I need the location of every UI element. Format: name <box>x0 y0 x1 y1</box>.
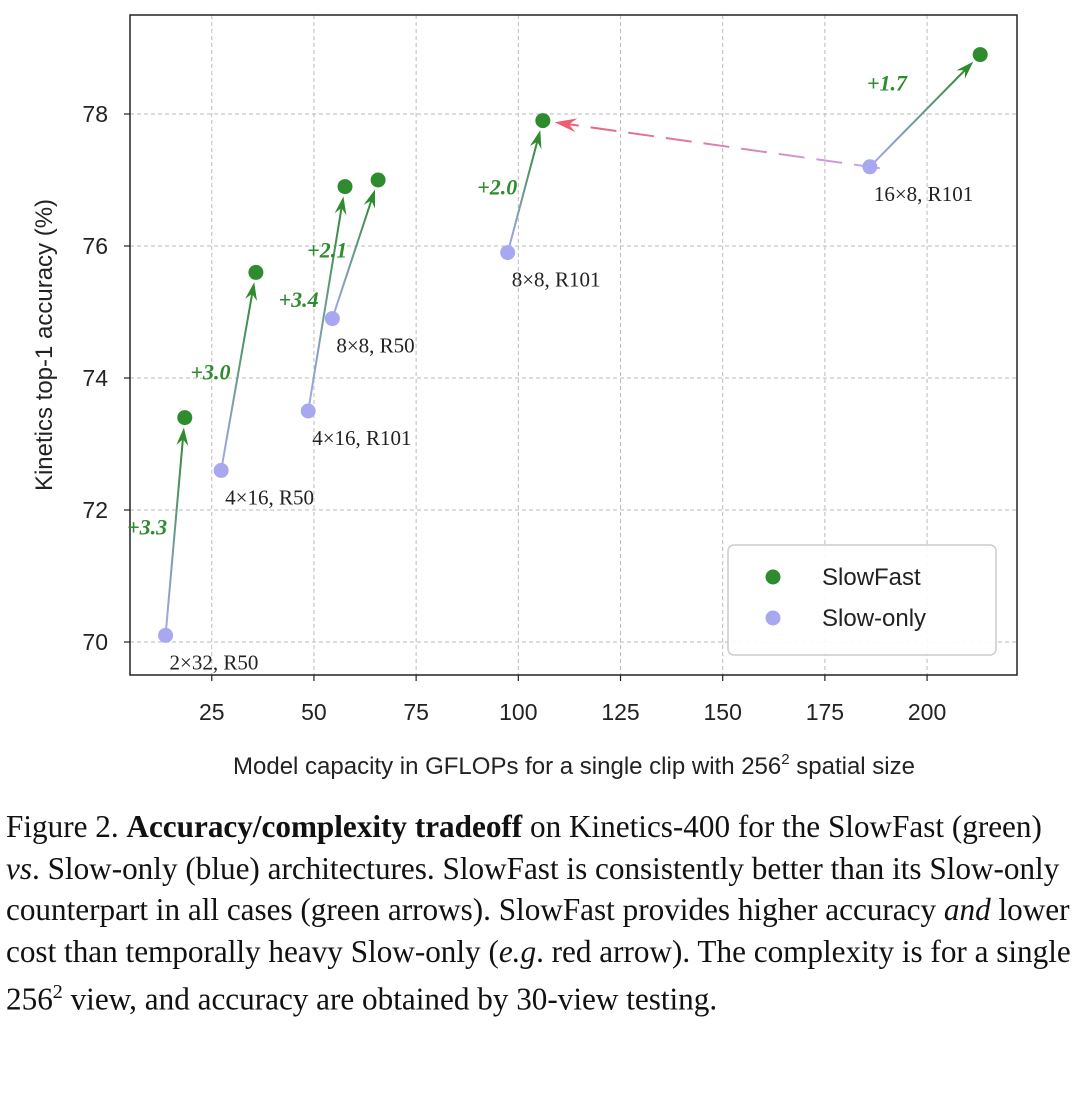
point-labels: 2×32, R50 4×16, R50 4×16, R101 8×8, R50 8×8,… <box>127 71 973 675</box>
y-tick-label: 74 <box>82 365 108 391</box>
gain-arrow-shaft <box>220 287 255 471</box>
slowfast-point <box>337 179 353 195</box>
gain-label: +3.3 <box>127 515 167 540</box>
x-tick-label: 50 <box>301 699 327 725</box>
slowfast-point <box>248 264 264 280</box>
slow-only-point-label: 8×8, R50 <box>336 334 414 358</box>
legend: SlowFast Slow-only <box>727 544 997 656</box>
gain-label: +3.4 <box>279 287 319 312</box>
gain-arrow-head <box>334 196 347 216</box>
gain-arrow-head <box>176 427 189 446</box>
x-tick-label: 200 <box>908 699 946 725</box>
y-tick-label: 72 <box>82 497 108 523</box>
legend-marker-slow-only <box>765 610 781 626</box>
gain-label: +2.1 <box>307 237 347 262</box>
slowfast-point <box>177 410 193 426</box>
slow-only-point-label: 16×8, R101 <box>874 182 973 206</box>
axis-ticks: 25 50 75 100 125 150 175 200 70 72 74 76 78 <box>82 101 946 725</box>
caption-eg: e.g <box>498 933 537 969</box>
slow-only-point-label: 2×32, R50 <box>170 650 259 674</box>
gain-label: +1.7 <box>867 71 908 96</box>
red-arrow-head <box>554 118 578 133</box>
gain-arrow-shaft <box>869 65 970 168</box>
slow-only-point <box>862 159 878 175</box>
slow-only-point-label: 4×16, R101 <box>312 426 411 450</box>
slowfast-point <box>972 47 988 63</box>
figure-caption: Figure 2. Accuracy/complexity tradeoff o… <box>6 806 1076 1020</box>
slow-only-point-label: 8×8, R101 <box>512 268 601 292</box>
y-tick-label: 78 <box>82 101 108 127</box>
caption-title: Accuracy/complexity tradeoff <box>126 809 523 844</box>
slow-only-point <box>324 311 340 327</box>
gain-arrow-shaft <box>307 202 344 412</box>
legend-marker-slowfast <box>765 569 781 585</box>
y-tick-label: 76 <box>82 233 108 259</box>
caption-and: and <box>943 892 991 927</box>
caption-text-4: . red arrow). The complexity is for a si… <box>6 933 1071 1017</box>
accuracy-complexity-chart: 25 50 75 100 125 150 175 200 70 72 74 76 78 2×32, R5… <box>31 14 1018 780</box>
caption-figure-number: Figure 2. <box>6 809 127 844</box>
slow-only-point <box>500 245 516 261</box>
caption-text-3: lower cost than temporally heavy Slow-on… <box>6 892 1070 969</box>
caption-sup: 2 <box>52 981 63 1003</box>
y-tick-label: 70 <box>82 629 108 655</box>
plot-frame <box>129 14 1018 676</box>
x-tick-label: 25 <box>199 699 225 725</box>
x-tick-label: 100 <box>499 699 537 725</box>
legend-box <box>727 544 997 656</box>
y-axis-label: Kinetics top-1 accuracy (%) <box>31 199 58 491</box>
caption-vs: vs <box>6 850 32 886</box>
x-tick-label: 75 <box>403 699 429 725</box>
gain-arrow-shaft <box>331 194 375 319</box>
legend-label-slowfast: SlowFast <box>822 564 921 591</box>
caption-text-5: view, and accuracy are obtained by 30-vi… <box>62 981 718 1017</box>
slowfast-point <box>370 172 386 188</box>
slow-only-point-label: 4×16, R50 <box>225 485 314 509</box>
caption-text-2: . Slow-only (blue) architectures. SlowFa… <box>6 850 1060 928</box>
slow-only-point <box>300 403 316 419</box>
slowfast-point <box>535 113 551 129</box>
x-tick-label: 150 <box>704 699 742 725</box>
data-points <box>158 47 988 643</box>
gain-label: +2.0 <box>477 175 517 200</box>
legend-label-slow-only: Slow-only <box>822 605 926 632</box>
caption-text-1: on Kinetics-400 for the SlowFast (green) <box>522 809 1042 844</box>
x-axis-label-pre: Model capacity in GFLOPs for a single cl… <box>233 753 781 780</box>
gain-arrow-head <box>363 189 375 209</box>
gain-arrow-shaft <box>506 135 540 253</box>
gain-arrow-head <box>956 61 974 79</box>
gain-arrows <box>164 61 974 636</box>
slow-only-point <box>158 627 174 643</box>
x-tick-label: 125 <box>601 699 639 725</box>
gain-arrow-head <box>245 282 257 301</box>
slow-only-point <box>213 462 229 478</box>
gain-label: +3.0 <box>190 359 230 384</box>
red-dashed-arrow-shaft <box>562 122 880 170</box>
gain-arrow-head <box>529 130 542 150</box>
x-axis-label-post: spatial size <box>790 753 915 780</box>
gain-arrow-shaft <box>164 433 185 636</box>
x-axis-label-sup: 2 <box>781 751 789 768</box>
x-axis-label: Model capacity in GFLOPs for a single cl… <box>233 751 915 780</box>
x-tick-label: 175 <box>806 699 844 725</box>
grid-lines <box>130 15 1017 675</box>
